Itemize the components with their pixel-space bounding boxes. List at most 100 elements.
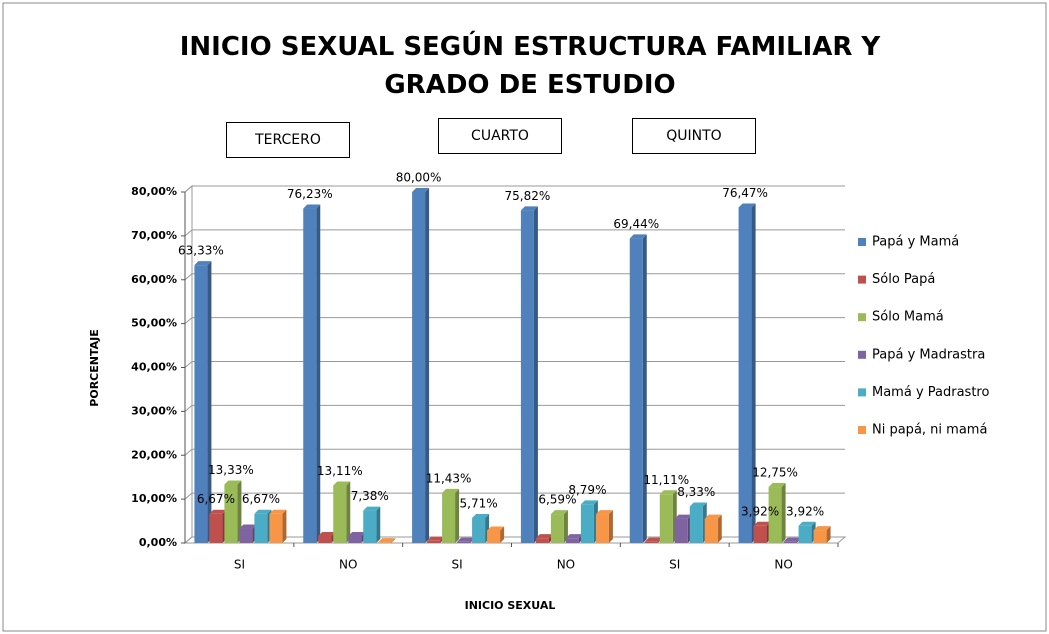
- bar: [595, 514, 609, 543]
- grid-line: [184, 404, 193, 412]
- bar-top: [704, 514, 722, 519]
- bar-side: [533, 206, 538, 543]
- grid-line: [184, 317, 193, 325]
- y-tick-label: 70,00%: [131, 229, 177, 242]
- bar: [520, 210, 534, 543]
- legend-swatch: [858, 426, 866, 434]
- data-label: 11,11%: [643, 473, 689, 487]
- bar-top: [753, 521, 771, 526]
- bar-top: [254, 509, 272, 514]
- bar: [580, 504, 594, 543]
- bar-side: [376, 506, 381, 543]
- bar-side: [316, 204, 321, 543]
- bar-top: [659, 490, 677, 495]
- bar: [798, 525, 812, 543]
- data-label: 7,38%: [351, 489, 389, 503]
- data-label: 3,92%: [741, 504, 779, 518]
- bar-top: [798, 521, 816, 526]
- x-tick-label: NO: [557, 558, 575, 572]
- bar: [194, 265, 208, 543]
- y-tick-label: 50,00%: [131, 317, 177, 330]
- grid-line: [184, 361, 193, 368]
- bar: [753, 525, 767, 543]
- bar: [442, 492, 456, 543]
- bar-top: [412, 188, 430, 192]
- bar: [209, 513, 223, 543]
- bar-top: [239, 524, 257, 529]
- grid-line: [184, 536, 193, 544]
- bar: [378, 542, 392, 543]
- data-label: 6,67%: [197, 492, 235, 506]
- y-tick-label: 80,00%: [131, 185, 177, 198]
- bar-top: [487, 526, 505, 531]
- bar: [629, 238, 643, 543]
- legend-swatch: [858, 313, 866, 322]
- x-tick-label: SI: [669, 558, 680, 572]
- x-tick-label: NO: [774, 558, 792, 572]
- bar-top: [194, 261, 212, 266]
- bar-top: [783, 537, 801, 542]
- bar-side: [751, 203, 756, 544]
- bar: [674, 518, 688, 543]
- data-label: 13,33%: [208, 463, 254, 477]
- bar: [472, 517, 486, 543]
- bar-top: [224, 480, 242, 485]
- bar-top: [768, 483, 786, 488]
- bar-top: [595, 510, 613, 515]
- legend-swatch: [858, 388, 866, 397]
- bar-top: [427, 536, 445, 541]
- bar-side: [207, 261, 212, 543]
- bar: [254, 513, 268, 543]
- y-tick-label: 40,00%: [131, 361, 177, 374]
- bar-top: [303, 204, 321, 209]
- x-axis-label: INICIO SEXUAL: [465, 599, 556, 612]
- bar: [318, 535, 332, 543]
- bar-side: [608, 510, 613, 543]
- data-label: 8,79%: [568, 483, 606, 497]
- bar: [783, 541, 797, 543]
- bar: [768, 487, 782, 543]
- bar-top: [378, 538, 396, 543]
- bar-side: [500, 526, 505, 543]
- bar: [644, 541, 658, 543]
- bar-top: [644, 537, 662, 542]
- data-label: 69,44%: [613, 217, 659, 231]
- bar: [457, 541, 471, 543]
- bar-side: [826, 526, 831, 543]
- data-label: 76,47%: [722, 186, 768, 200]
- legend-label: Papá y Madrastra: [872, 347, 985, 362]
- bar-top: [457, 537, 475, 542]
- x-tick-label: SI: [234, 558, 245, 572]
- bar: [239, 528, 253, 543]
- data-label: 12,75%: [752, 466, 798, 480]
- bar-top: [333, 481, 351, 486]
- bar: [689, 506, 703, 543]
- bar: [738, 207, 752, 544]
- bar-side: [642, 234, 647, 543]
- bar: [535, 538, 549, 543]
- data-label: 6,67%: [242, 492, 280, 506]
- bar: [550, 514, 564, 543]
- chart-title: INICIO SEXUAL SEGÚN ESTRUCTURA FAMILIAR …: [179, 32, 881, 100]
- bar-side: [455, 488, 460, 543]
- bar-top: [565, 534, 583, 539]
- bar: [363, 510, 377, 543]
- data-label: 76,23%: [287, 187, 333, 201]
- bar-top: [550, 510, 568, 515]
- bar-top: [674, 514, 692, 519]
- legend-label: Ni papá, ni mamá: [872, 423, 987, 438]
- grid-line: [184, 273, 193, 281]
- bar-top: [363, 506, 381, 511]
- x-tick-label: NO: [339, 558, 357, 572]
- data-label: 8,33%: [677, 485, 715, 499]
- bar-top: [442, 488, 460, 493]
- bar-side: [425, 188, 430, 543]
- bar-top: [269, 509, 287, 514]
- legend-swatch: [858, 350, 866, 359]
- bar-top: [580, 500, 598, 505]
- bar-side: [781, 483, 786, 543]
- bar: [565, 538, 579, 543]
- bar-top: [520, 206, 538, 211]
